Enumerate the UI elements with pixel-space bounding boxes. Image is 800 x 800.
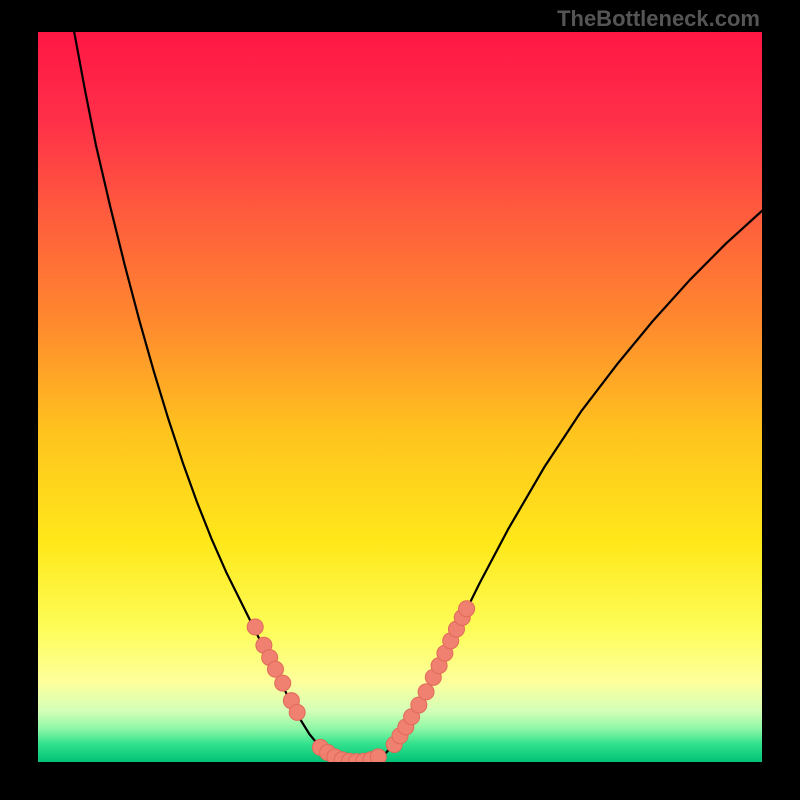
gradient-background xyxy=(38,32,762,762)
data-point xyxy=(418,684,434,700)
plot-area xyxy=(38,32,762,762)
data-point xyxy=(459,601,475,617)
data-point xyxy=(289,704,305,720)
data-point xyxy=(370,749,386,762)
data-point xyxy=(275,675,291,691)
plot-svg xyxy=(38,32,762,762)
watermark-text: TheBottleneck.com xyxy=(557,6,760,32)
chart-frame: TheBottleneck.com xyxy=(0,0,800,800)
data-point xyxy=(247,619,263,635)
